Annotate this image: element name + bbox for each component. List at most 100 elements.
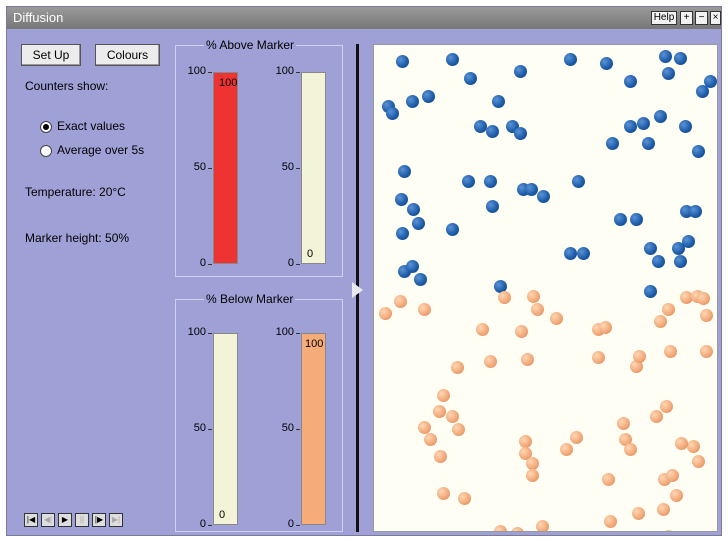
fast-forward-button[interactable]: ▶| bbox=[109, 513, 123, 527]
blue-particle bbox=[674, 52, 687, 65]
blue-particle bbox=[630, 213, 643, 226]
orange-particle bbox=[494, 525, 507, 531]
orange-particle bbox=[602, 473, 615, 486]
bar-fill bbox=[302, 334, 325, 524]
window-title: Diffusion bbox=[13, 10, 64, 25]
blue-particle bbox=[412, 217, 425, 230]
exact-values-label: Exact values bbox=[57, 119, 126, 133]
close-icon[interactable]: × bbox=[710, 11, 721, 25]
pause-button[interactable]: || bbox=[75, 513, 89, 527]
orange-particle bbox=[418, 421, 431, 434]
orange-particle bbox=[515, 325, 528, 338]
orange-particle bbox=[531, 303, 544, 316]
blue-particle bbox=[674, 255, 687, 268]
colours-button[interactable]: Colours bbox=[95, 44, 160, 66]
orange-particle bbox=[379, 307, 392, 320]
blue-particle bbox=[652, 255, 665, 268]
tick-label: 50 bbox=[281, 161, 294, 173]
orange-particle bbox=[619, 433, 632, 446]
blue-particle bbox=[474, 120, 487, 133]
blue-particle bbox=[386, 107, 399, 120]
blue-particle bbox=[484, 175, 497, 188]
above-marker-title: % Above Marker bbox=[204, 38, 297, 52]
rewind-button[interactable]: |◀ bbox=[24, 513, 38, 527]
blue-particle bbox=[644, 242, 657, 255]
marker-height-readout: Marker height: 50% bbox=[25, 231, 130, 245]
blue-particle bbox=[537, 190, 550, 203]
blue-particle bbox=[682, 235, 695, 248]
orange-particle bbox=[697, 292, 710, 305]
orange-particle bbox=[692, 455, 705, 468]
orange-particle bbox=[434, 450, 447, 463]
blue-particle bbox=[422, 90, 435, 103]
blue-particle bbox=[662, 67, 675, 80]
average-radio[interactable] bbox=[40, 145, 52, 157]
orange-particle bbox=[526, 469, 539, 482]
blue-particle bbox=[396, 227, 409, 240]
blue-particle bbox=[564, 247, 577, 260]
bar-value: 0 bbox=[219, 509, 226, 521]
orange-particle bbox=[650, 410, 663, 423]
tick-mark bbox=[208, 525, 212, 526]
orange-particle bbox=[666, 469, 679, 482]
below-blue-bar: 0 bbox=[213, 333, 238, 525]
orange-particle bbox=[536, 520, 549, 531]
orange-particle bbox=[550, 312, 563, 325]
tick-label: 100 bbox=[275, 65, 294, 77]
blue-particle bbox=[624, 120, 637, 133]
blue-particle bbox=[514, 127, 527, 140]
orange-particle bbox=[664, 345, 677, 358]
orange-particle bbox=[632, 507, 645, 520]
blue-particle bbox=[446, 223, 459, 236]
minus-icon[interactable]: − bbox=[695, 11, 708, 25]
blue-particle bbox=[654, 110, 667, 123]
exact-values-radio[interactable] bbox=[40, 121, 52, 133]
plus-icon[interactable]: + bbox=[680, 11, 693, 25]
tick-label: 50 bbox=[193, 161, 206, 173]
tick-label: 50 bbox=[193, 422, 206, 434]
orange-particle bbox=[670, 489, 683, 502]
orange-particle bbox=[660, 400, 673, 413]
particle-container bbox=[373, 44, 718, 532]
orange-particle bbox=[498, 291, 511, 304]
tick-mark bbox=[296, 429, 300, 430]
orange-particle bbox=[604, 515, 617, 528]
blue-particle bbox=[486, 125, 499, 138]
blue-particle bbox=[514, 65, 527, 78]
step-forward-button[interactable]: |▶ bbox=[92, 513, 106, 527]
step-back-button[interactable]: ◀| bbox=[41, 513, 55, 527]
blue-particle bbox=[637, 117, 650, 130]
orange-particle bbox=[700, 309, 713, 322]
temperature-readout: Temperature: 20°C bbox=[25, 185, 126, 199]
counters-heading: Counters show: bbox=[25, 79, 109, 93]
tick-label: 0 bbox=[199, 257, 206, 269]
tick-mark bbox=[296, 333, 300, 334]
above-marker-group: % Above Marker 100 50 0 100 100 50 0 0 bbox=[175, 38, 343, 277]
tick-label: 100 bbox=[187, 326, 206, 338]
blue-particle bbox=[414, 273, 427, 286]
orange-particle bbox=[680, 291, 693, 304]
orange-particle bbox=[476, 323, 489, 336]
orange-particle bbox=[592, 351, 605, 364]
play-button[interactable]: ▶ bbox=[58, 513, 72, 527]
help-button[interactable]: Help bbox=[651, 11, 677, 25]
orange-particle bbox=[654, 315, 667, 328]
blue-particle bbox=[642, 137, 655, 150]
orange-particle bbox=[418, 303, 431, 316]
orange-particle bbox=[433, 405, 446, 418]
title-bar: Diffusion Help + − × bbox=[7, 7, 721, 29]
blue-particle bbox=[407, 203, 420, 216]
blue-particle bbox=[564, 53, 577, 66]
orange-particle bbox=[452, 423, 465, 436]
tick-mark bbox=[208, 264, 212, 265]
orange-particle bbox=[700, 345, 713, 358]
orange-particle bbox=[662, 303, 675, 316]
orange-particle bbox=[424, 433, 437, 446]
bar-fill bbox=[214, 73, 237, 263]
blue-particle bbox=[486, 200, 499, 213]
orange-particle bbox=[527, 290, 540, 303]
bar-value: 0 bbox=[307, 248, 314, 260]
set-up-button[interactable]: Set Up bbox=[21, 44, 81, 66]
marker-handle[interactable] bbox=[352, 282, 363, 298]
blue-particle bbox=[398, 165, 411, 178]
